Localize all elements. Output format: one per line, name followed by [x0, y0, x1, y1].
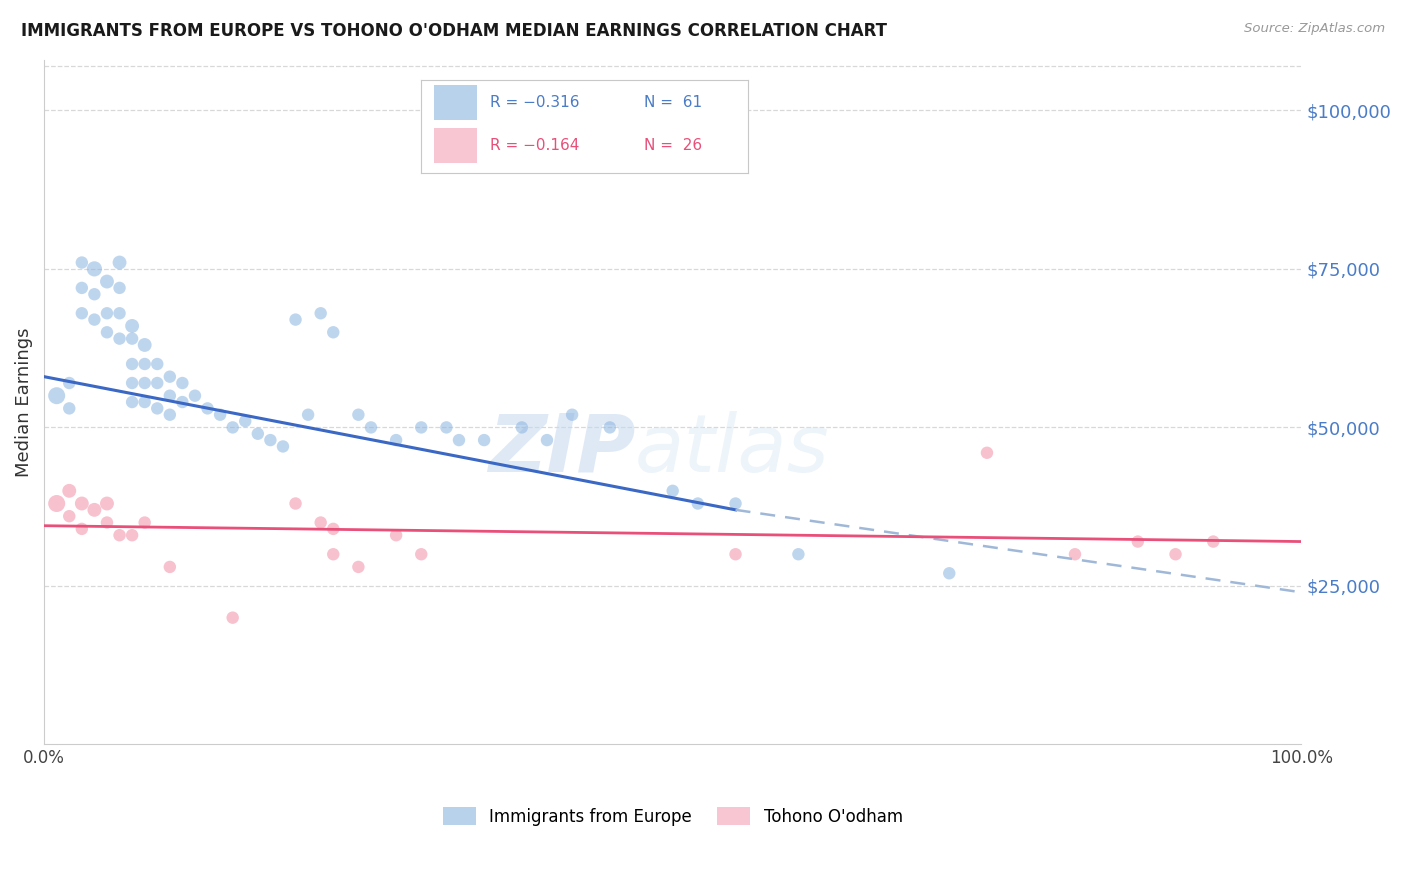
Point — [246, 426, 269, 441]
Point — [134, 338, 156, 352]
Point — [70, 496, 93, 510]
Text: IMMIGRANTS FROM EUROPE VS TOHONO O'ODHAM MEDIAN EARNINGS CORRELATION CHART: IMMIGRANTS FROM EUROPE VS TOHONO O'ODHAM… — [21, 22, 887, 40]
Point — [599, 420, 621, 434]
Point — [159, 408, 181, 422]
Point — [58, 376, 80, 390]
Point — [411, 547, 433, 561]
Point — [184, 389, 207, 403]
Point — [70, 281, 93, 295]
Point — [108, 528, 131, 542]
Point — [787, 547, 810, 561]
Point — [58, 401, 80, 416]
Point — [1164, 547, 1187, 561]
Point — [96, 306, 118, 320]
Point — [70, 306, 93, 320]
Point — [271, 439, 294, 453]
Point — [172, 395, 194, 409]
Point — [134, 516, 156, 530]
Point — [724, 496, 747, 510]
Point — [159, 560, 181, 574]
Point — [45, 389, 67, 403]
Point — [309, 306, 332, 320]
Point — [146, 376, 169, 390]
Point — [58, 509, 80, 524]
Point — [70, 522, 93, 536]
Point — [347, 408, 370, 422]
Point — [360, 420, 382, 434]
Point — [108, 332, 131, 346]
Point — [233, 414, 256, 428]
Point — [121, 376, 143, 390]
Point — [121, 357, 143, 371]
Point — [284, 496, 307, 510]
Point — [536, 433, 558, 447]
Point — [561, 408, 583, 422]
Y-axis label: Median Earnings: Median Earnings — [15, 327, 32, 477]
Point — [209, 408, 232, 422]
Point — [45, 496, 67, 510]
Point — [121, 318, 143, 333]
Point — [134, 395, 156, 409]
Point — [297, 408, 319, 422]
Text: atlas: atlas — [636, 411, 830, 489]
Point — [121, 395, 143, 409]
Point — [58, 483, 80, 498]
Point — [121, 332, 143, 346]
Point — [322, 547, 344, 561]
Point — [385, 528, 408, 542]
Point — [411, 420, 433, 434]
Point — [385, 433, 408, 447]
Point — [146, 357, 169, 371]
Point — [108, 281, 131, 295]
Legend: Immigrants from Europe, Tohono O'odham: Immigrants from Europe, Tohono O'odham — [436, 801, 910, 832]
Point — [83, 287, 105, 301]
Point — [938, 566, 960, 581]
Point — [510, 420, 533, 434]
Point — [197, 401, 219, 416]
Point — [309, 516, 332, 530]
Point — [96, 275, 118, 289]
Point — [322, 522, 344, 536]
Point — [121, 528, 143, 542]
Point — [83, 312, 105, 326]
Point — [70, 255, 93, 269]
Point — [447, 433, 470, 447]
Point — [284, 312, 307, 326]
Point — [159, 389, 181, 403]
Point — [259, 433, 281, 447]
Point — [686, 496, 709, 510]
Point — [221, 610, 243, 624]
Point — [159, 369, 181, 384]
Point — [172, 376, 194, 390]
Point — [434, 420, 457, 434]
Point — [472, 433, 495, 447]
Point — [134, 376, 156, 390]
Point — [96, 516, 118, 530]
Point — [1126, 534, 1149, 549]
Point — [322, 326, 344, 340]
Point — [221, 420, 243, 434]
Point — [108, 255, 131, 269]
Point — [1064, 547, 1087, 561]
Point — [83, 503, 105, 517]
Text: Source: ZipAtlas.com: Source: ZipAtlas.com — [1244, 22, 1385, 36]
Point — [661, 483, 683, 498]
Point — [146, 401, 169, 416]
Point — [976, 446, 998, 460]
Point — [96, 496, 118, 510]
Text: ZIP: ZIP — [488, 411, 636, 489]
Point — [108, 306, 131, 320]
Point — [347, 560, 370, 574]
Point — [134, 357, 156, 371]
Point — [1202, 534, 1225, 549]
Point — [83, 261, 105, 276]
Point — [96, 326, 118, 340]
Point — [724, 547, 747, 561]
